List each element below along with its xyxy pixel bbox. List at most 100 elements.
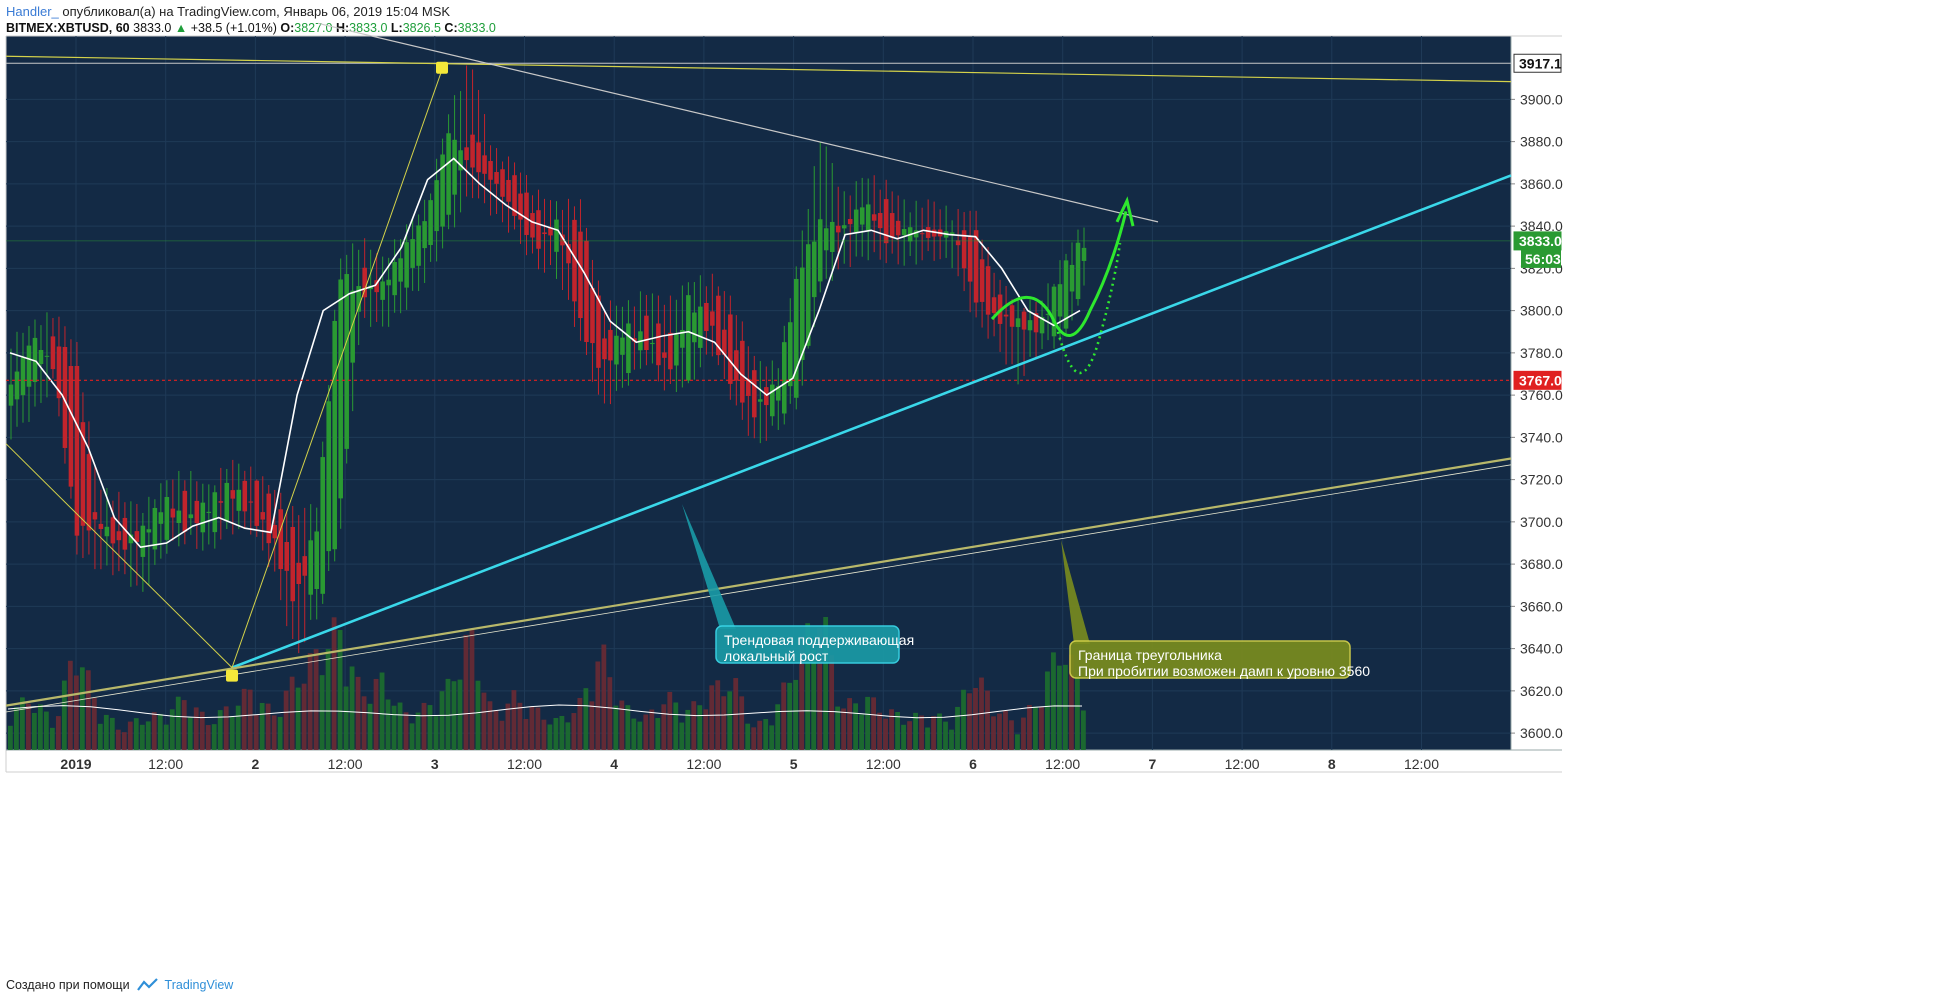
candle-body <box>518 193 523 220</box>
volume-bar <box>895 711 900 750</box>
candle-body <box>626 323 631 374</box>
volume-bar <box>271 715 277 750</box>
volume-bar <box>1057 665 1062 750</box>
pivot-marker-low <box>226 669 238 682</box>
low-label: L: <box>390 21 403 35</box>
volume-bar <box>37 704 43 750</box>
candle-body <box>392 262 397 296</box>
volume-bar <box>823 617 829 750</box>
candle-body <box>656 323 661 366</box>
volume-bar <box>697 705 703 750</box>
candle-body <box>326 401 331 552</box>
volume-bar <box>235 705 241 750</box>
candle-body <box>967 236 973 282</box>
volume-bar <box>1069 654 1074 750</box>
volume-bar <box>151 712 157 750</box>
time-tick-label: 12:00 <box>1404 756 1439 772</box>
candle-body <box>194 500 200 524</box>
candle-body <box>823 228 829 251</box>
volume-bar <box>559 715 565 750</box>
candle-body <box>62 347 68 448</box>
candle-body <box>1003 314 1009 317</box>
candle-body <box>248 501 254 503</box>
price-scale[interactable] <box>1511 36 1562 772</box>
candle-body <box>380 281 385 300</box>
volume-bar <box>241 688 247 750</box>
candle-body <box>404 242 409 288</box>
price-label-text: 3917.1 <box>1519 55 1562 71</box>
footer-brand-link[interactable]: TradingView <box>164 978 234 992</box>
volume-bar <box>913 712 918 750</box>
candle-body <box>242 480 248 512</box>
price-tick-label: 3680.0 <box>1520 556 1563 572</box>
candle-body <box>1027 320 1033 331</box>
volume-bar <box>505 703 511 750</box>
candle-body <box>440 154 445 227</box>
candle-body <box>913 230 919 238</box>
candle-body <box>787 322 793 387</box>
volume-bar <box>1009 720 1014 750</box>
high-value: 3833.0 <box>349 21 388 35</box>
candle-body <box>74 365 80 536</box>
volume-bar <box>907 721 912 750</box>
volume-bar <box>409 723 415 750</box>
volume-bar <box>463 634 469 750</box>
author-link[interactable]: Handler_ <box>6 4 59 19</box>
candle-body <box>1009 305 1015 327</box>
volume-bar <box>787 682 793 750</box>
price-tick-label: 3620.0 <box>1520 683 1563 699</box>
volume-bar <box>319 675 325 750</box>
volume-bar <box>781 682 787 750</box>
volume-bar <box>31 712 37 750</box>
price-tick-label: 3800.0 <box>1520 303 1563 319</box>
volume-bar <box>307 653 313 750</box>
candle-body <box>865 204 871 231</box>
volume-bar <box>457 679 463 750</box>
volume-bar <box>295 687 301 750</box>
candle-body <box>542 232 547 234</box>
high-label: H: <box>335 21 350 35</box>
volume-bar <box>253 714 259 750</box>
price-tick-label: 3880.0 <box>1520 134 1563 150</box>
candle-body <box>164 496 170 540</box>
volume-bar <box>643 714 649 750</box>
candle-body <box>871 214 877 221</box>
candle-body <box>919 233 925 235</box>
volume-bar <box>601 644 607 750</box>
volume-bar <box>739 696 745 750</box>
volume-bar <box>853 703 859 750</box>
candle-body <box>92 512 98 520</box>
time-tick-label: 2019 <box>60 756 91 772</box>
candle-body <box>506 179 511 202</box>
volume-bar <box>745 723 751 750</box>
volume-bar <box>331 617 337 750</box>
volume-bar <box>637 721 643 750</box>
candle-body <box>464 147 469 161</box>
price-label-text: 3833.0 <box>1519 233 1562 249</box>
volume-bar <box>1051 652 1056 750</box>
volume-bar <box>931 716 936 750</box>
candle-body <box>590 287 595 344</box>
volume-bar <box>127 721 133 750</box>
price-change: +38.5 (+1.01%) <box>190 21 277 35</box>
symbol-label: BITMEX:XBTUSD, 60 <box>6 21 130 35</box>
time-tick-label: 12:00 <box>866 756 901 772</box>
candle-body <box>764 387 769 406</box>
candle-body <box>488 161 493 180</box>
candle-body <box>811 241 817 298</box>
volume-bar <box>691 701 697 750</box>
volume-bar <box>469 629 475 750</box>
pivot-marker-high <box>436 61 448 74</box>
candle-body <box>188 514 194 519</box>
moving-average-line <box>9 157 1081 549</box>
candle-body <box>362 267 367 298</box>
candle-body <box>1039 317 1045 334</box>
price-tick-label: 3900.0 <box>1520 91 1563 107</box>
volume-bar <box>157 713 163 750</box>
volume-bar <box>379 672 385 750</box>
candle-body <box>152 507 158 550</box>
wave-line-2 <box>231 69 443 668</box>
candle-body <box>38 349 44 365</box>
volume-bar <box>901 724 906 750</box>
